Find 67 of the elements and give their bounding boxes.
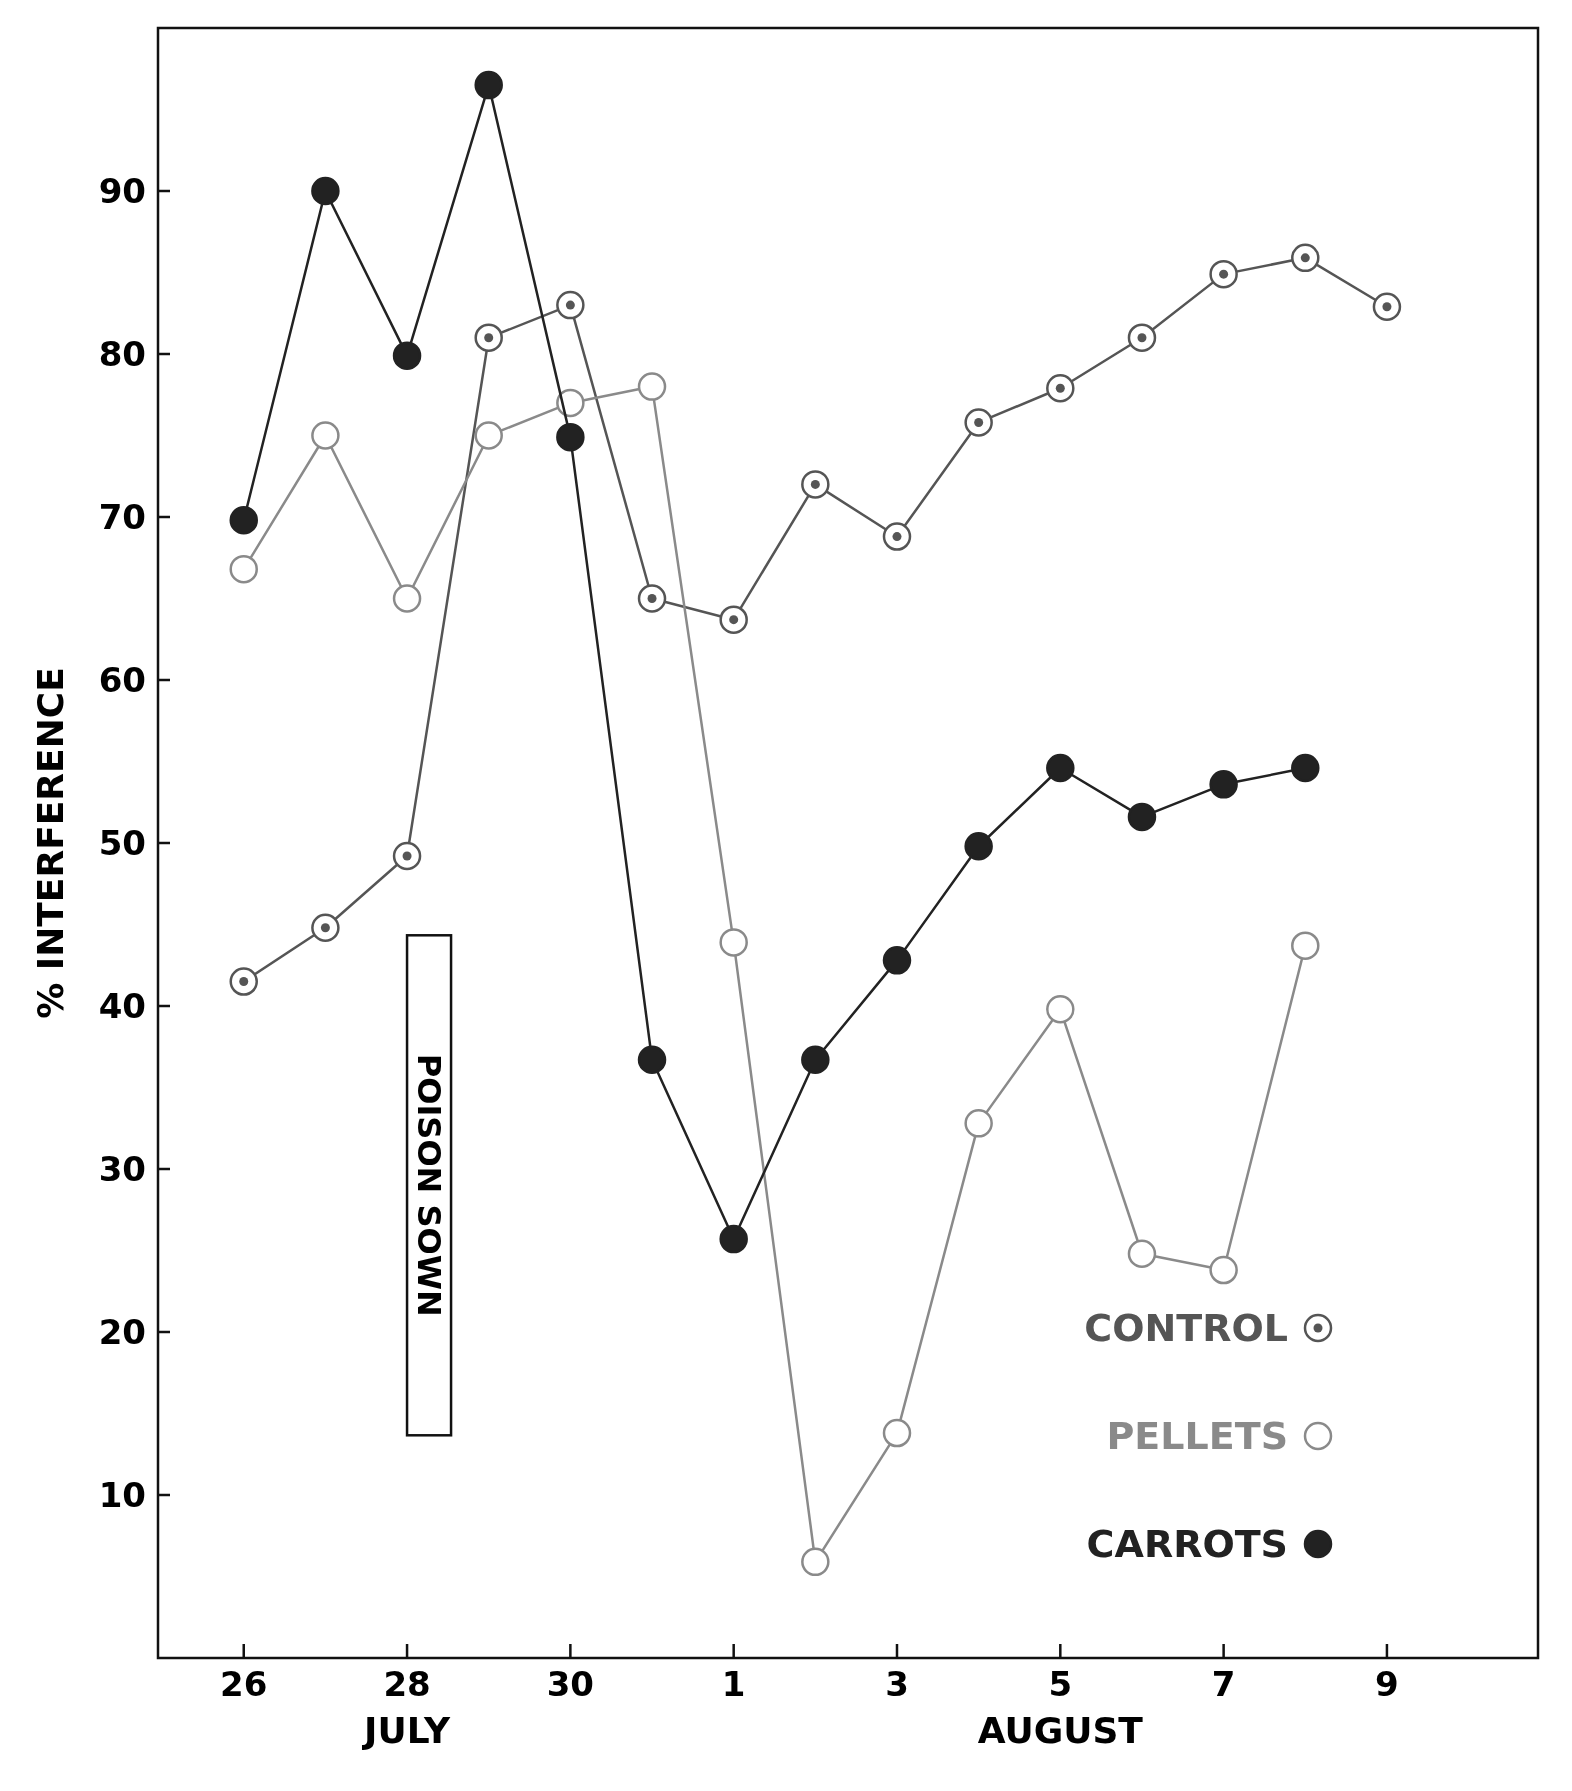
y-tick-label: 60 — [98, 659, 146, 700]
text: JULY — [361, 1710, 451, 1751]
point — [964, 1109, 993, 1138]
y-axis-title: % INTERFERENCE — [30, 667, 71, 1019]
point — [392, 584, 422, 613]
x-tick-label: 28 — [383, 1664, 431, 1704]
point — [1046, 373, 1075, 403]
point — [556, 388, 585, 418]
point — [311, 913, 340, 943]
y-tick-label: 30 — [98, 1148, 146, 1189]
point — [1209, 770, 1238, 799]
point — [719, 605, 748, 634]
point — [474, 421, 503, 450]
y-tick-label: 90 — [98, 170, 146, 211]
point — [1372, 292, 1402, 321]
point — [1291, 243, 1320, 273]
point — [882, 522, 912, 551]
point — [882, 1418, 912, 1448]
point — [964, 408, 993, 437]
point — [637, 372, 667, 401]
legend-label: CARROTS — [1086, 1522, 1288, 1567]
point — [637, 584, 667, 613]
point — [229, 554, 258, 584]
point — [719, 928, 748, 957]
x-tick-label: 26 — [220, 1664, 268, 1704]
legend-label: PELLETS — [1106, 1414, 1288, 1459]
point — [229, 506, 258, 535]
point — [1127, 323, 1157, 352]
point — [801, 1045, 830, 1075]
point — [1291, 753, 1320, 783]
point — [801, 1547, 830, 1577]
point — [392, 841, 422, 871]
legend-label: CONTROL — [1084, 1306, 1288, 1351]
point — [719, 1224, 748, 1254]
x-tick-label: 7 — [1211, 1664, 1236, 1704]
x-tick-label: 1 — [721, 1664, 746, 1704]
x-tick-label: 9 — [1375, 1664, 1399, 1704]
point — [882, 946, 912, 975]
point — [637, 1045, 667, 1075]
y-tick-label: 70 — [98, 496, 146, 537]
point — [474, 70, 503, 100]
x-tick-label: 30 — [546, 1664, 595, 1704]
y-tick-label: 80 — [98, 333, 146, 374]
point — [311, 176, 340, 206]
point — [1209, 259, 1238, 289]
point — [1046, 995, 1075, 1024]
text: AUGUST — [977, 1710, 1144, 1751]
point — [392, 341, 422, 370]
point — [556, 422, 585, 452]
point — [1127, 1239, 1157, 1269]
point — [964, 832, 993, 861]
y-tick-label: 50 — [98, 822, 146, 863]
point — [1127, 802, 1157, 832]
point — [311, 421, 340, 450]
point — [556, 290, 585, 320]
point — [801, 470, 830, 499]
point — [1046, 753, 1075, 783]
annotation: POISON SOWN — [409, 1053, 448, 1317]
y-tick-label: 40 — [98, 985, 146, 1026]
point — [1209, 1255, 1238, 1285]
y-tick-label: 20 — [98, 1311, 146, 1352]
x-tick-label: 5 — [1048, 1664, 1073, 1704]
x-tick-label: 3 — [885, 1664, 909, 1704]
y-tick-label: 10 — [98, 1474, 146, 1515]
point — [229, 967, 258, 996]
point — [474, 323, 503, 352]
point — [1291, 931, 1320, 960]
